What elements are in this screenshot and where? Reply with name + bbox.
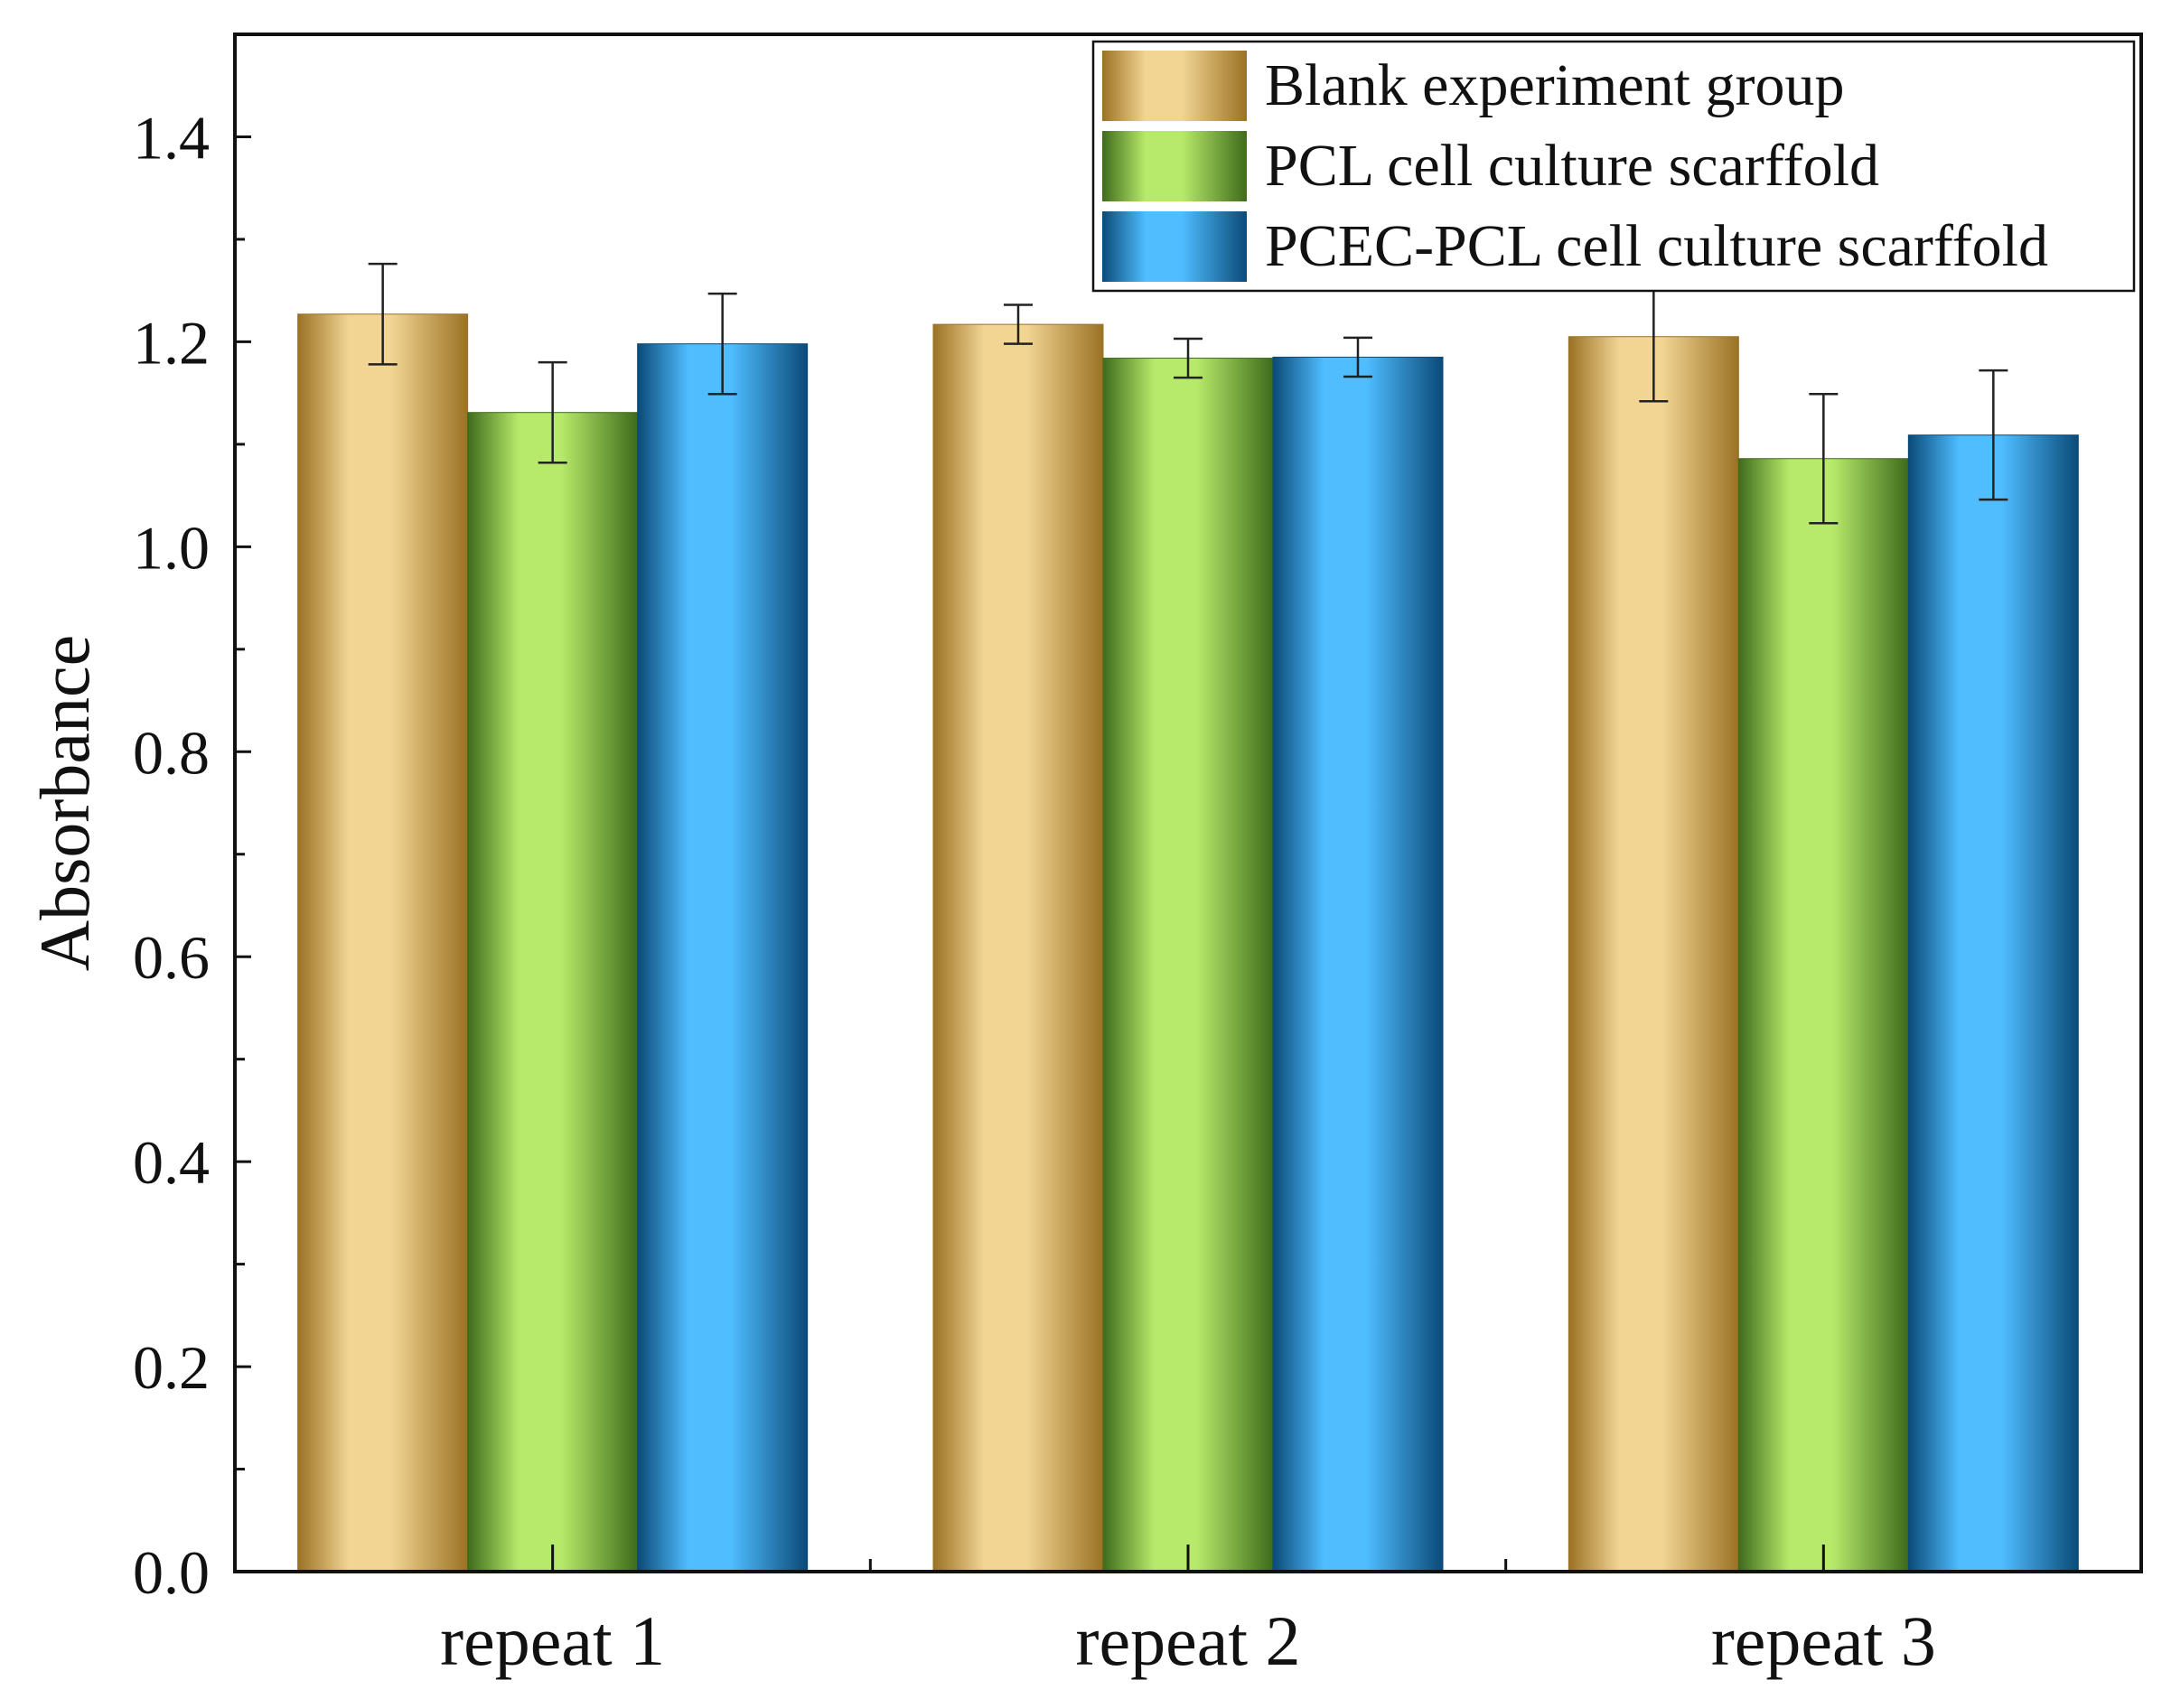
y-tick-label: 1.2 bbox=[133, 308, 210, 377]
bar bbox=[1568, 336, 1739, 1573]
bars-layer bbox=[297, 313, 2079, 1573]
x-axis: repeat 1 repeat 2 repeat 3 bbox=[440, 1545, 1936, 1680]
bar bbox=[1272, 356, 1444, 1573]
legend-label: Blank experiment group bbox=[1265, 52, 1845, 118]
legend-swatch bbox=[1102, 131, 1247, 201]
legend-label: PCL cell culture scarffold bbox=[1265, 133, 1879, 199]
y-axis: 0.0 0.2 0.4 0.6 0.8 1.0 1.2 1.4 bbox=[133, 33, 251, 1607]
legend-swatch bbox=[1102, 51, 1247, 121]
bar bbox=[637, 343, 809, 1573]
y-tick-label: 0.2 bbox=[133, 1333, 210, 1402]
y-tick-label: 0.4 bbox=[133, 1128, 210, 1197]
bar bbox=[1102, 358, 1274, 1573]
legend-label: PCEC-PCL cell culture scarffold bbox=[1265, 213, 2048, 279]
y-axis-label: Absorbance bbox=[25, 635, 104, 972]
y-tick-label: 0.8 bbox=[133, 718, 210, 787]
x-tick-label: repeat 3 bbox=[1711, 1601, 1936, 1680]
y-tick-label: 1.0 bbox=[133, 513, 210, 582]
legend-box bbox=[1091, 40, 2136, 293]
bar bbox=[1907, 434, 2079, 1573]
y-tick-label: 0.0 bbox=[133, 1538, 210, 1607]
x-tick-label: repeat 1 bbox=[440, 1601, 665, 1680]
bar bbox=[932, 323, 1104, 1573]
x-tick-label: repeat 2 bbox=[1075, 1601, 1300, 1680]
y-tick-label: 1.4 bbox=[133, 103, 210, 172]
bar bbox=[297, 313, 469, 1573]
error-bars-layer bbox=[368, 262, 2008, 525]
legend-swatch bbox=[1102, 211, 1247, 282]
legend: Blank experiment group PCL cell culture s… bbox=[1091, 40, 2136, 293]
bar bbox=[1737, 458, 1909, 1573]
y-tick-label: 0.6 bbox=[133, 923, 210, 992]
bar bbox=[467, 412, 639, 1573]
